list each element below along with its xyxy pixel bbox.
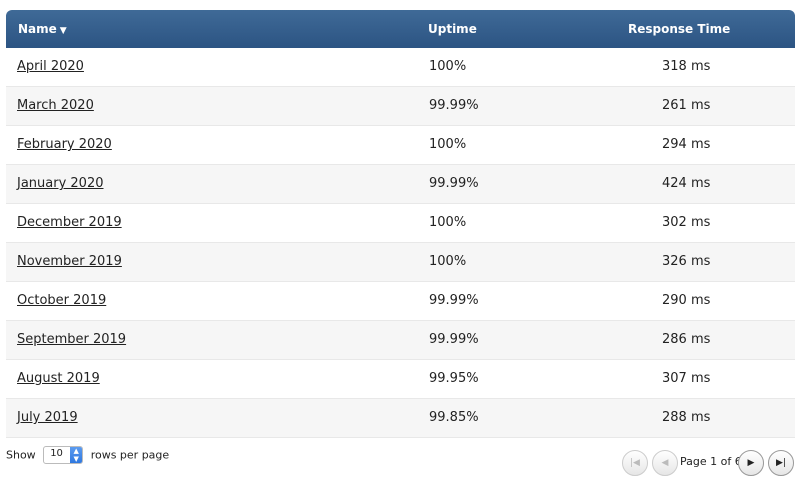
month-link[interactable]: March 2020: [17, 98, 94, 113]
sort-desc-icon: ▼: [59, 26, 67, 36]
response-time-cell: 290 ms: [662, 293, 711, 308]
table-body: April 2020 100% 318 ms March 2020 99.99% 261 …: [6, 48, 795, 438]
rows-per-page-select[interactable]: 10 ▲ ▼: [43, 446, 84, 464]
next-page-icon[interactable]: ▶: [738, 450, 764, 476]
table-row: February 2020 100% 294 ms: [6, 126, 795, 165]
monthly-stats-table: Name ▼ Uptime Response Time April 2020 100…: [6, 10, 795, 438]
uptime-column-header: Uptime: [428, 22, 477, 36]
month-link[interactable]: September 2019: [17, 332, 127, 347]
uptime-cell: 100%: [429, 137, 467, 152]
month-link[interactable]: November 2019: [17, 254, 122, 269]
table-row: April 2020 100% 318 ms: [6, 48, 795, 87]
table-header: Name ▼ Uptime Response Time: [6, 10, 795, 48]
response-time-column-header: Response Time: [628, 22, 731, 36]
page-indicator: Page 1 of 6: [680, 455, 742, 468]
rows-per-page-value: 10: [50, 448, 63, 459]
response-time-cell: 424 ms: [662, 176, 711, 191]
name-column-header[interactable]: Name ▼: [18, 10, 67, 50]
month-link[interactable]: February 2020: [17, 137, 112, 152]
uptime-cell: 99.99%: [429, 293, 479, 308]
uptime-cell: 99.99%: [429, 332, 479, 347]
first-page-icon[interactable]: |◀: [622, 450, 648, 476]
table-footer: Show 10 ▲ ▼ rows per page |◀ ◀ Page 1 of …: [0, 440, 800, 492]
response-time-cell: 294 ms: [662, 137, 711, 152]
month-link[interactable]: April 2020: [17, 59, 84, 74]
uptime-cell: 100%: [429, 254, 467, 269]
table-row: March 2020 99.99% 261 ms: [6, 87, 795, 126]
month-link[interactable]: October 2019: [17, 293, 107, 308]
show-label: Show: [6, 448, 36, 462]
pagination: |◀ ◀ Page 1 of 6 ▶ ▶|: [622, 450, 794, 476]
uptime-cell: 99.85%: [429, 410, 479, 425]
table-row: January 2020 99.99% 424 ms: [6, 165, 795, 204]
select-stepper-icon: ▲ ▼: [70, 447, 83, 463]
table-row: November 2019 100% 326 ms: [6, 243, 795, 282]
response-time-cell: 307 ms: [662, 371, 711, 386]
rows-per-page-control: Show 10 ▲ ▼ rows per page: [6, 446, 169, 464]
uptime-cell: 99.99%: [429, 98, 479, 113]
name-header-label: Name: [18, 22, 57, 36]
table-row: October 2019 99.99% 290 ms: [6, 282, 795, 321]
prev-page-icon[interactable]: ◀: [652, 450, 678, 476]
month-link[interactable]: July 2019: [17, 410, 78, 425]
month-link[interactable]: January 2020: [17, 176, 104, 191]
uptime-cell: 100%: [429, 59, 467, 74]
response-time-cell: 261 ms: [662, 98, 711, 113]
table-row: December 2019 100% 302 ms: [6, 204, 795, 243]
response-time-cell: 288 ms: [662, 410, 711, 425]
response-time-cell: 302 ms: [662, 215, 711, 230]
table-row: August 2019 99.95% 307 ms: [6, 360, 795, 399]
uptime-cell: 99.95%: [429, 371, 479, 386]
table-row: September 2019 99.99% 286 ms: [6, 321, 795, 360]
response-time-cell: 318 ms: [662, 59, 711, 74]
uptime-cell: 99.99%: [429, 176, 479, 191]
last-page-icon[interactable]: ▶|: [768, 450, 794, 476]
month-link[interactable]: August 2019: [17, 371, 100, 386]
rows-per-page-suffix: rows per page: [90, 448, 170, 462]
response-time-cell: 286 ms: [662, 332, 711, 347]
table-row: July 2019 99.85% 288 ms: [6, 399, 795, 438]
response-time-cell: 326 ms: [662, 254, 711, 269]
uptime-cell: 100%: [429, 215, 467, 230]
month-link[interactable]: December 2019: [17, 215, 122, 230]
